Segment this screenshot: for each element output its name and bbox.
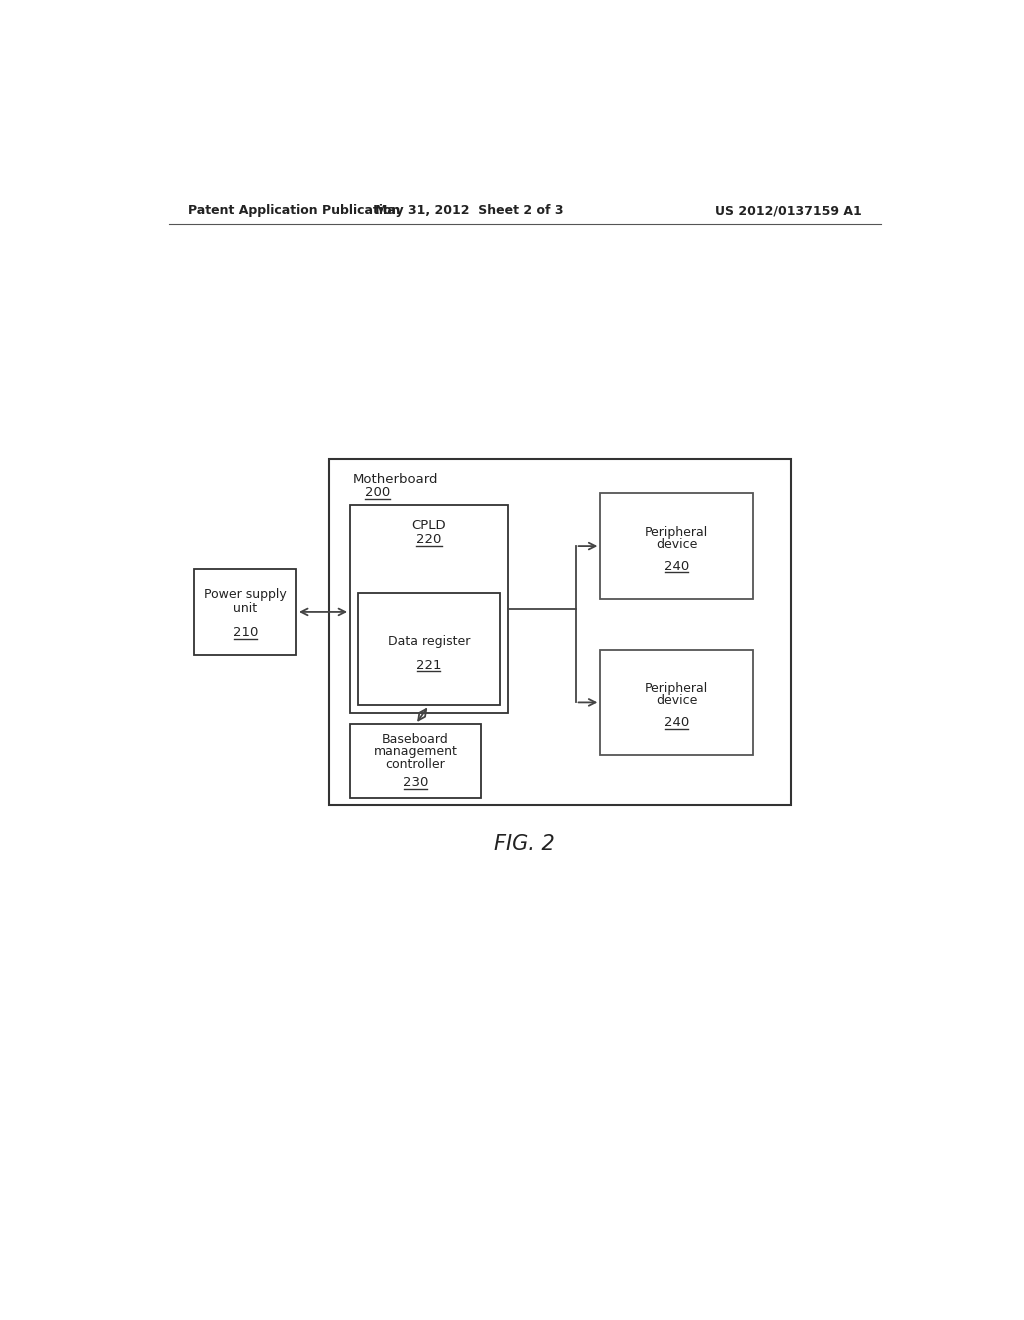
Text: CPLD: CPLD bbox=[412, 519, 446, 532]
Text: controller: controller bbox=[386, 758, 445, 771]
Text: 210: 210 bbox=[232, 626, 258, 639]
Text: device: device bbox=[655, 694, 697, 708]
Bar bbox=[330, 459, 792, 805]
Text: management: management bbox=[374, 746, 458, 758]
Text: 240: 240 bbox=[664, 560, 689, 573]
Text: 221: 221 bbox=[416, 659, 441, 672]
Text: 230: 230 bbox=[402, 776, 428, 789]
Text: Patent Application Publication: Patent Application Publication bbox=[188, 205, 400, 218]
Text: 200: 200 bbox=[366, 487, 391, 499]
Bar bbox=[600, 649, 753, 755]
Bar bbox=[350, 506, 508, 713]
Text: Peripheral: Peripheral bbox=[645, 682, 709, 696]
Bar bbox=[600, 494, 753, 599]
Bar bbox=[350, 725, 481, 797]
Text: device: device bbox=[655, 539, 697, 550]
Text: Motherboard: Motherboard bbox=[352, 473, 438, 486]
Text: Baseboard: Baseboard bbox=[382, 733, 449, 746]
Text: 240: 240 bbox=[664, 717, 689, 729]
Text: May 31, 2012  Sheet 2 of 3: May 31, 2012 Sheet 2 of 3 bbox=[375, 205, 563, 218]
Text: Data register: Data register bbox=[388, 635, 470, 648]
Bar bbox=[357, 594, 500, 705]
Text: Power supply: Power supply bbox=[204, 589, 287, 602]
Text: FIG. 2: FIG. 2 bbox=[495, 834, 555, 854]
Text: 220: 220 bbox=[416, 533, 441, 546]
Text: unit: unit bbox=[233, 602, 257, 615]
Bar bbox=[195, 569, 296, 655]
Text: US 2012/0137159 A1: US 2012/0137159 A1 bbox=[716, 205, 862, 218]
Text: Peripheral: Peripheral bbox=[645, 525, 709, 539]
